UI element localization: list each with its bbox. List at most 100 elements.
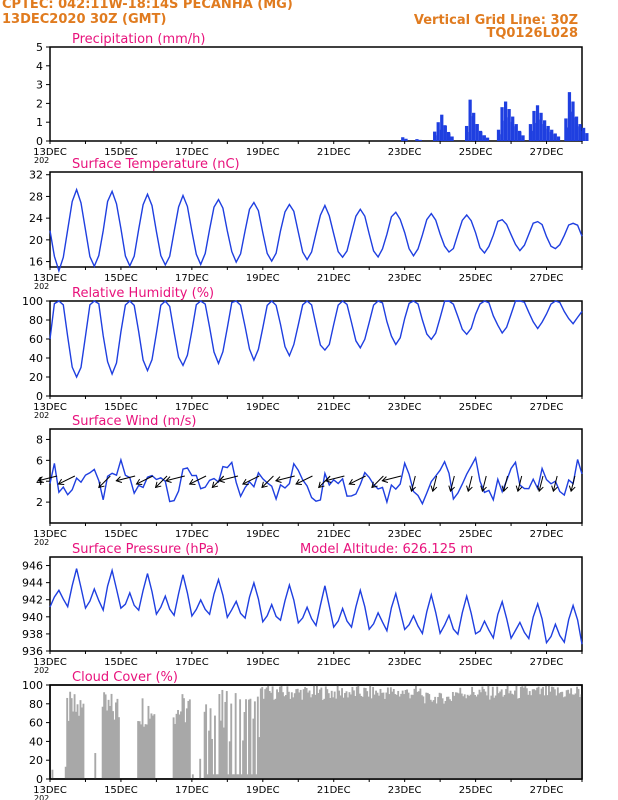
- cloud-bar: [409, 698, 411, 779]
- cloud-bar: [237, 774, 240, 779]
- cloud-bar: [76, 704, 79, 779]
- cloud-bar: [271, 686, 274, 779]
- wind-arrow-head: [318, 481, 325, 489]
- precip-bar: [485, 137, 490, 141]
- cloud-bar: [246, 774, 249, 779]
- wind-arrow: [242, 475, 260, 485]
- y-tick-label: 942: [22, 594, 43, 607]
- precip-bar: [507, 109, 511, 141]
- cloud-bar: [184, 722, 187, 779]
- cloud-bar: [417, 691, 420, 779]
- wind-arrow-head: [211, 481, 219, 489]
- cloud-bar: [536, 687, 539, 779]
- x-tick-label: 25DEC: [459, 147, 493, 158]
- cloud-bar: [524, 686, 527, 779]
- cloud-bar: [290, 692, 293, 779]
- precip-bar: [521, 135, 525, 141]
- wind-arrow-head: [515, 485, 523, 493]
- cloud-bar: [153, 714, 156, 779]
- cloud-bar: [401, 690, 404, 779]
- cloud-bar: [553, 689, 556, 779]
- precip-bar: [404, 138, 408, 141]
- cloud-bar: [509, 690, 512, 779]
- cloud-bar: [543, 695, 546, 779]
- cloud-bar: [270, 692, 273, 779]
- cloud-bar: [347, 697, 349, 779]
- y-tick-label: 28: [29, 190, 43, 203]
- cloud-bar: [446, 696, 448, 779]
- cloud-bar: [568, 693, 571, 779]
- cloud-bar: [327, 693, 330, 779]
- cloud-bar: [287, 691, 290, 779]
- cloud-bar: [382, 692, 385, 779]
- x-tick-label: 19DEC: [246, 657, 280, 668]
- y-tick-label: 4: [36, 475, 43, 488]
- y-tick-label: 940: [22, 611, 43, 624]
- cloud-bar: [450, 700, 453, 779]
- wind-arrow-head: [568, 485, 576, 493]
- cloud-bar: [469, 694, 472, 779]
- cloud-bar: [296, 688, 299, 779]
- cloud-bar: [236, 774, 239, 779]
- cloud-bar: [423, 703, 426, 779]
- panel-frame: [49, 684, 583, 780]
- cloud-bar: [293, 693, 296, 779]
- cloud-bar: [413, 688, 416, 779]
- cloud-bar: [137, 721, 140, 779]
- cloud-bar: [376, 692, 379, 779]
- cloud-bar: [199, 758, 202, 779]
- cloud-bar: [295, 689, 298, 779]
- y-tick-label: 6: [36, 454, 43, 467]
- cloud-bar: [101, 706, 104, 779]
- cloud-bar: [225, 691, 228, 779]
- cloud-bar: [378, 695, 380, 779]
- precip-bar: [574, 116, 579, 141]
- cloud-bar: [512, 694, 515, 779]
- cloud-bar: [326, 689, 329, 779]
- series-line: [49, 299, 583, 379]
- x-tick-label: 13DEC: [33, 402, 67, 413]
- cloud-bar: [477, 694, 479, 779]
- cloud-bar: [460, 693, 463, 779]
- wind-arrow: [219, 475, 239, 482]
- y-tick-label: 0: [36, 773, 43, 786]
- x-tick-label: 19DEC: [246, 147, 280, 158]
- precip-bar: [528, 124, 533, 141]
- cloud-bar: [506, 685, 509, 779]
- cloud-bar: [516, 698, 519, 779]
- cloud-bar: [51, 769, 54, 779]
- cloud-bar: [357, 685, 360, 779]
- precip-bar: [496, 129, 501, 141]
- precip-bar: [479, 131, 483, 141]
- cloud-bar: [280, 685, 283, 779]
- cloud-bar: [264, 689, 267, 779]
- cloud-bar: [249, 698, 252, 779]
- cloud-bar: [522, 687, 525, 779]
- y-tick-label: 40: [29, 735, 43, 748]
- cloud-bar: [508, 693, 510, 779]
- cloud-bar: [267, 686, 270, 779]
- cloud-bar: [454, 692, 457, 779]
- cloud-bar: [496, 686, 499, 779]
- x-tick-label: 19DEC: [246, 273, 280, 284]
- wind-arrow: [467, 475, 473, 492]
- cloud-bar: [530, 695, 533, 779]
- cloud-bar: [494, 695, 497, 779]
- cloud-bar: [147, 705, 150, 779]
- x-tick-label: 13DEC: [33, 273, 67, 284]
- cloud-bar: [113, 719, 116, 779]
- cloud-bar: [185, 708, 188, 779]
- cloud-bar: [519, 686, 522, 779]
- x-tick-label: 15DEC: [104, 785, 138, 796]
- x-tick-label: 17DEC: [175, 147, 209, 158]
- cloud-bar: [203, 711, 206, 779]
- wind-arrow: [136, 475, 154, 485]
- cloud-bar: [571, 694, 574, 779]
- cloud-bar: [394, 694, 397, 779]
- wind-arrow-head: [37, 476, 45, 483]
- cloud-bar: [219, 720, 222, 779]
- cloud-bar: [273, 699, 276, 779]
- x-tick-label: 15DEC: [104, 147, 138, 158]
- y-tick-label: 80: [29, 698, 43, 711]
- wind-arrow: [38, 475, 58, 482]
